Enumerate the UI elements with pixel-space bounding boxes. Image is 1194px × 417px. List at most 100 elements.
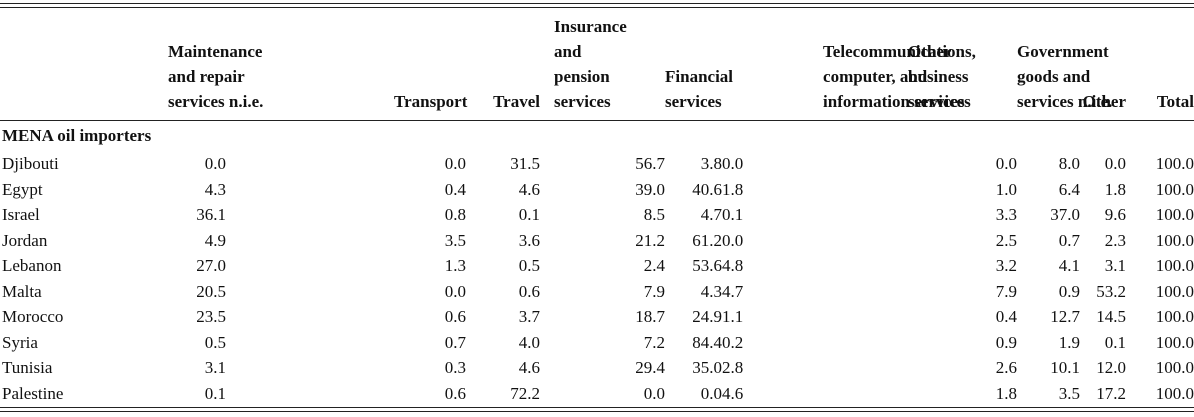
value-cell: 3.7 <box>518 307 541 326</box>
value-cell: 53.2 <box>1096 281 1127 301</box>
value-cell: 27.0 <box>196 256 226 275</box>
col-header-other-business: Other business services <box>908 42 969 111</box>
value-cell: 100.0 <box>1155 230 1194 250</box>
table-header: Maintenance and repair services n.i.e. T… <box>0 14 1194 121</box>
value-cell: 100.0 <box>1155 154 1194 173</box>
value-cell: 0.6 <box>444 307 467 326</box>
value-cell: 4.0 <box>518 332 541 352</box>
col-header-financial: Financial services <box>665 67 734 111</box>
value-cell: 1.8 <box>995 383 1018 403</box>
value-cell: 23.5 <box>196 307 226 326</box>
value-cell: 4.7 <box>700 205 723 224</box>
top-rule-2 <box>0 7 1194 8</box>
value-cell: 4.8 <box>722 256 744 275</box>
value-cell: 100.0 <box>1155 383 1194 403</box>
value-cell: 12.0 <box>1096 358 1127 377</box>
value-cell: 0.0 <box>643 383 666 403</box>
header-stub <box>0 14 168 121</box>
spacer-cell <box>226 304 394 330</box>
value-cell: 100.0 <box>1155 281 1194 301</box>
spacer-cell <box>823 381 908 407</box>
value-cell: 3.5 <box>1058 383 1081 403</box>
value-cell: 0.7 <box>1058 230 1081 250</box>
value-cell: 100.0 <box>1155 256 1194 275</box>
spacer-cell <box>226 330 394 356</box>
value-cell: 0.8 <box>444 205 467 224</box>
value-cell: 4.3 <box>204 179 226 199</box>
value-cell: 0.0 <box>995 154 1018 173</box>
value-cell: 7.2 <box>643 332 666 352</box>
value-cell: 4.6 <box>722 383 744 403</box>
value-cell: 18.7 <box>635 307 666 326</box>
group-label: MENA oil importers <box>0 120 1194 151</box>
value-cell: 0.7 <box>444 332 467 352</box>
spacer-cell <box>823 202 908 228</box>
value-cell: 7.9 <box>995 281 1018 301</box>
value-cell: 2.8 <box>722 358 744 377</box>
col-header-travel: Travel <box>493 92 541 111</box>
value-cell: 0.1 <box>722 205 744 224</box>
value-cell: 2.5 <box>995 230 1018 250</box>
value-cell: 2.3 <box>1104 230 1127 250</box>
value-cell: 72.2 <box>510 383 541 403</box>
row-name: Syria <box>2 332 38 352</box>
value-cell: 0.9 <box>995 332 1018 352</box>
value-cell: 0.1 <box>518 205 541 224</box>
value-cell: 100.0 <box>1155 332 1194 352</box>
col-header-government: Government goods and services n.i.e. <box>1017 42 1113 111</box>
value-cell: 3.3 <box>995 205 1018 224</box>
value-cell: 0.2 <box>722 332 744 352</box>
row-name: Israel <box>2 205 40 224</box>
value-cell: 0.0 <box>700 383 723 403</box>
value-cell: 0.0 <box>444 281 467 301</box>
value-cell: 9.6 <box>1104 205 1127 224</box>
spacer-cell <box>226 279 394 305</box>
spacer-cell <box>823 151 908 177</box>
value-cell: 3.8 <box>700 154 723 173</box>
value-cell: 3.6 <box>518 230 541 250</box>
spacer-cell <box>823 279 908 305</box>
value-cell: 35.0 <box>692 358 723 377</box>
value-cell: 8.0 <box>1058 154 1081 173</box>
value-cell: 4.9 <box>204 230 226 250</box>
value-cell: 0.5 <box>204 332 226 352</box>
value-cell: 3.1 <box>204 358 226 377</box>
value-cell: 17.2 <box>1096 383 1127 403</box>
table-row: Lebanon 27.0 1.3 0.5 2.4 53.6 4.8 3.2 4.1 3.1 100.… <box>0 253 1194 279</box>
value-cell: 0.1 <box>204 383 226 403</box>
table-row: Morocco 23.5 0.6 3.7 18.7 24.9 1.1 0.4 12.7 14.5 1… <box>0 304 1194 330</box>
col-header-insurance: Insurance and pension services <box>554 17 627 111</box>
spacer-cell <box>226 151 394 177</box>
value-cell: 100.0 <box>1155 358 1194 377</box>
table-row: Djibouti 0.0 0.0 31.5 56.7 3.8 0.0 0.0 8.0 0.0 100… <box>0 151 1194 177</box>
value-cell: 0.0 <box>1104 154 1127 173</box>
table-row: Jordan 4.9 3.5 3.6 21.2 61.2 0.0 2.5 0.7 2.3 100.0 <box>0 228 1194 254</box>
value-cell: 20.5 <box>196 281 226 301</box>
spacer-cell <box>823 355 908 381</box>
value-cell: 4.1 <box>1058 256 1081 275</box>
row-name: Palestine <box>2 383 64 403</box>
spacer-cell <box>226 381 394 407</box>
value-cell: 1.8 <box>722 179 744 199</box>
value-cell: 24.9 <box>692 307 723 326</box>
col-header-telecom: Telecommunications, computer, and inform… <box>823 42 976 111</box>
value-cell: 6.4 <box>1058 179 1081 199</box>
value-cell: 10.1 <box>1050 358 1081 377</box>
value-cell: 100.0 <box>1155 179 1194 199</box>
spacer-cell <box>823 304 908 330</box>
value-cell: 0.4 <box>995 307 1018 326</box>
value-cell: 3.1 <box>1104 256 1127 275</box>
value-cell: 4.3 <box>700 281 723 301</box>
value-cell: 39.0 <box>635 179 666 199</box>
value-cell: 4.6 <box>518 179 541 199</box>
value-cell: 2.4 <box>643 256 666 275</box>
spacer-cell <box>226 177 394 203</box>
value-cell: 31.5 <box>510 154 541 173</box>
top-rule-1 <box>0 3 1194 4</box>
value-cell: 0.5 <box>518 256 541 275</box>
table-row: Malta 20.5 0.0 0.6 7.9 4.3 4.7 7.9 0.9 53.2 100.0 <box>0 279 1194 305</box>
value-cell: 0.1 <box>1104 332 1127 352</box>
value-cell: 1.3 <box>444 256 467 275</box>
value-cell: 14.5 <box>1096 307 1127 326</box>
row-name: Djibouti <box>2 154 59 173</box>
